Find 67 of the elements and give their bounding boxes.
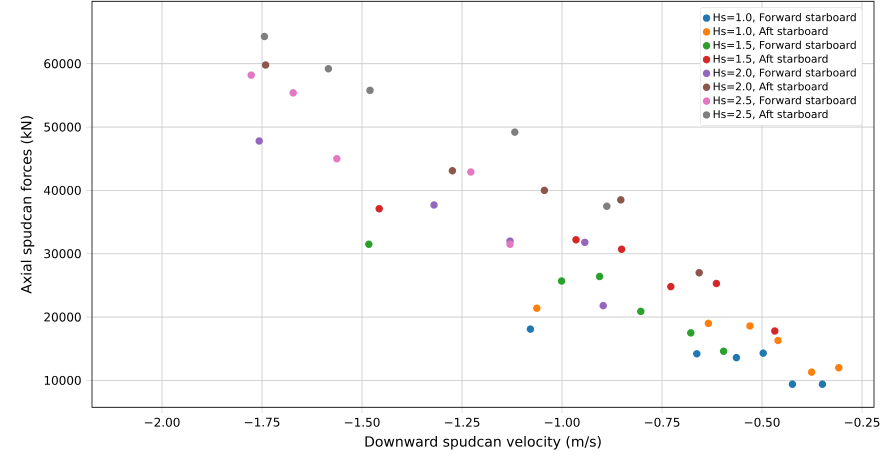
legend-label: Hs=1.5, Aft starboard [714, 54, 828, 64]
point [526, 325, 534, 333]
point [467, 168, 475, 176]
point [835, 364, 843, 372]
x-tick-label: −1.75 [244, 418, 280, 427]
point [720, 348, 728, 355]
point [693, 350, 701, 358]
point [572, 236, 580, 244]
point [247, 71, 255, 79]
point [596, 272, 604, 280]
legend-label: Hs=2.0, Aft starboard [714, 82, 828, 92]
point [774, 336, 782, 344]
point [599, 302, 607, 310]
y-tick-label: 10000 [44, 376, 81, 385]
y-tick-label: 60000 [44, 59, 81, 68]
point [255, 137, 263, 145]
y-tick-label: 40000 [44, 186, 81, 195]
point [695, 268, 703, 276]
legend-label: Hs=2.0, Forward starboard [714, 68, 856, 78]
point [667, 282, 675, 290]
x-tick-label: −1.00 [544, 418, 580, 427]
x-axis-title: Downward spudcan velocity (m/s) [365, 436, 601, 450]
point [533, 304, 541, 312]
legend-label: Hs=1.0, Forward starboard [714, 13, 856, 22]
y-tick-label: 20000 [44, 312, 81, 322]
legend-label: Hs=1.0, Aft starboard [714, 26, 828, 36]
x-tick-label: −0.75 [644, 418, 680, 427]
x-tick-label: −2.00 [144, 418, 180, 427]
x-tick-label: −1.25 [444, 418, 480, 427]
point [260, 32, 268, 40]
point [540, 186, 548, 194]
point [366, 86, 374, 94]
point [637, 308, 645, 316]
point [289, 89, 297, 97]
point [704, 320, 712, 328]
point [430, 201, 438, 209]
point [746, 322, 754, 330]
point [262, 61, 270, 69]
point [788, 380, 796, 388]
point [618, 246, 626, 254]
legend-label: Hs=2.5, Aft starboard [714, 110, 828, 120]
point [818, 380, 826, 388]
point [324, 65, 332, 73]
point [712, 280, 720, 288]
point [687, 329, 695, 337]
point [558, 277, 566, 285]
point [581, 238, 589, 246]
point [603, 202, 611, 210]
point [771, 327, 779, 335]
point [617, 196, 625, 204]
y-tick-label: 50000 [44, 122, 81, 132]
x-tick-label: −0.25 [844, 418, 880, 427]
point [759, 349, 767, 357]
point [375, 205, 383, 212]
point [365, 240, 373, 248]
point [808, 368, 816, 376]
point [333, 154, 341, 162]
legend-label: Hs=1.5, Forward starboard [714, 40, 856, 50]
legend-label: Hs=2.5, Forward starboard [714, 96, 856, 106]
y-axis-title: Axial spudcan forces (kN) [20, 116, 34, 294]
point [506, 240, 514, 248]
y-tick-label: 30000 [44, 249, 81, 258]
point [732, 354, 740, 362]
point [448, 167, 456, 174]
point [511, 128, 519, 136]
x-tick-label: −0.50 [744, 418, 780, 427]
x-tick-label: −1.50 [344, 418, 380, 427]
